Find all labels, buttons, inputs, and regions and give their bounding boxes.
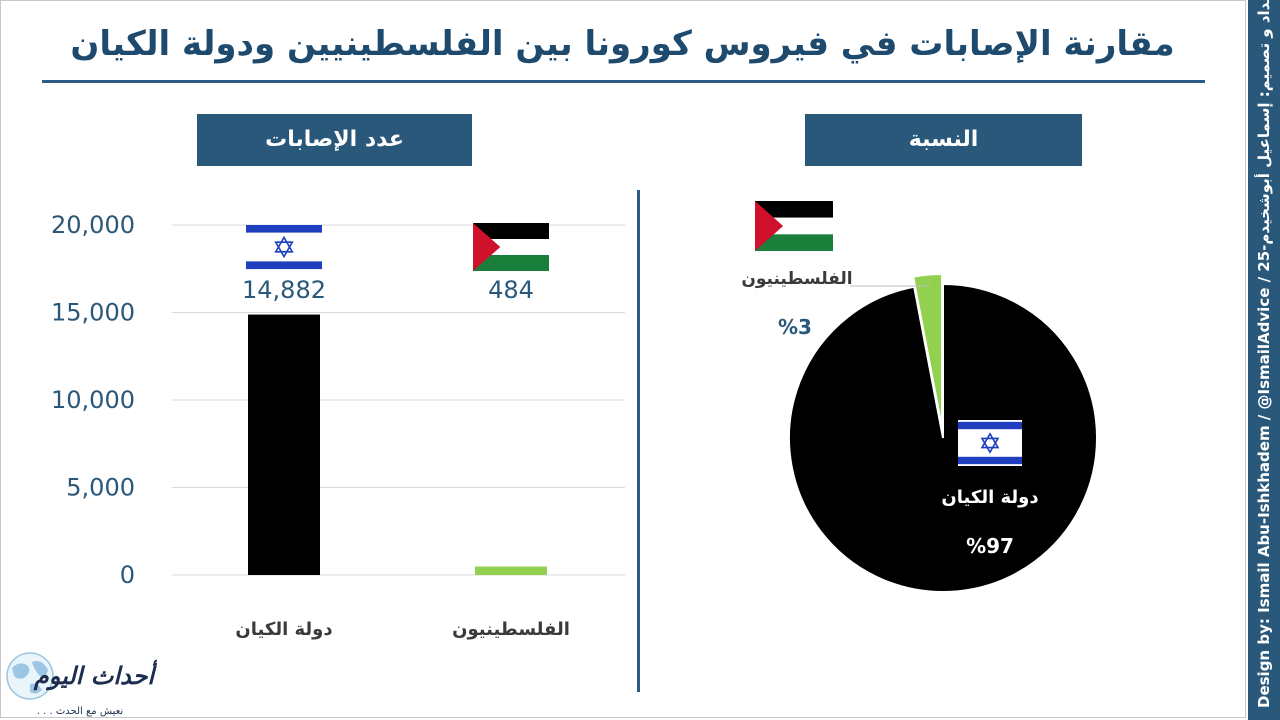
pie-chart-header: النسبة xyxy=(805,114,1082,166)
y-tick-label: 20,000 xyxy=(51,211,135,239)
pie-chart: دولة الكيان %97 الفلسطينيون %3 xyxy=(741,201,1098,593)
category-label: الفلسطينيون xyxy=(452,619,570,640)
credit-sidebar: Design by: Ismail Abu-Ishkhadem / @Ismai… xyxy=(1248,0,1280,720)
palestine-flag xyxy=(473,223,549,271)
palestine-flag xyxy=(755,201,833,251)
logo-script-text: أحداث اليوم xyxy=(33,659,157,691)
slice-value-label: %97 xyxy=(966,534,1014,558)
page-title: مقارنة الإصابات في فيروس كورونا بين الفل… xyxy=(70,24,1175,64)
israel-flag xyxy=(246,223,322,271)
section-divider xyxy=(637,190,640,692)
bar xyxy=(475,566,547,575)
title-underline xyxy=(42,80,1205,83)
slice-label: الفلسطينيون xyxy=(741,269,852,289)
y-tick-label: 5,000 xyxy=(66,474,135,502)
slice-label: دولة الكيان xyxy=(941,487,1038,508)
pie-slice xyxy=(788,282,1098,593)
slide-frame xyxy=(0,0,1246,718)
y-tick-label: 10,000 xyxy=(51,386,135,414)
bar-chart: 0 5,000 10,000 15,000 20,000 14,882 دولة الكيا… xyxy=(51,211,625,640)
y-tick-label: 0 xyxy=(120,561,135,589)
bar-value-label: 14,882 xyxy=(242,276,326,304)
bar-value-label: 484 xyxy=(488,276,534,304)
globe-icon xyxy=(6,652,54,700)
credit-text: Design by: Ismail Abu-Ishkhadem / @Ismai… xyxy=(1255,0,1273,708)
pie-slice xyxy=(912,273,944,429)
bar xyxy=(248,314,320,575)
y-tick-label: 15,000 xyxy=(51,299,135,327)
bar-chart-header: عدد الإصابات xyxy=(197,114,472,166)
logo-tagline: نعيش مع الحدث . . . xyxy=(37,706,123,717)
publisher-logo: أحداث اليوم نعيش مع الحدث . . . xyxy=(6,652,157,717)
slice-value-label: %3 xyxy=(778,315,812,339)
israel-flag xyxy=(958,420,1022,466)
category-label: دولة الكيان xyxy=(235,619,332,640)
